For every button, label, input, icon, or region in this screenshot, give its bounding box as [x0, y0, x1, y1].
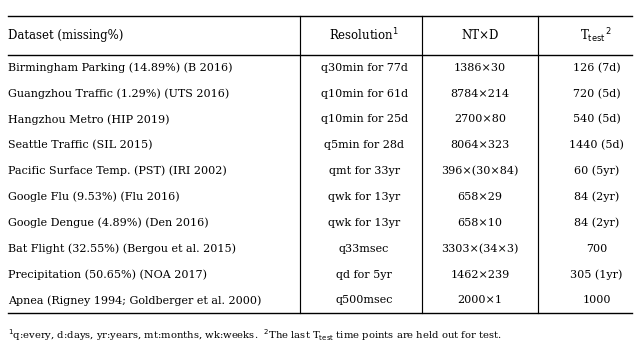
Text: NT×D: NT×D: [461, 29, 499, 42]
Text: Birmingham Parking (14.89%) (B 2016): Birmingham Parking (14.89%) (B 2016): [8, 63, 232, 73]
Text: Apnea (Rigney 1994; Goldberger et al. 2000): Apnea (Rigney 1994; Goldberger et al. 20…: [8, 295, 261, 306]
Text: 8784×214: 8784×214: [451, 88, 509, 99]
Text: 1386×30: 1386×30: [454, 63, 506, 73]
Text: q500msec: q500msec: [335, 295, 393, 306]
Text: 1000: 1000: [582, 295, 611, 306]
Text: 720 (5d): 720 (5d): [573, 88, 620, 99]
Text: 126 (7d): 126 (7d): [573, 63, 620, 73]
Text: 396×(30×84): 396×(30×84): [442, 166, 518, 176]
Text: q30min for 77d: q30min for 77d: [321, 63, 408, 73]
Text: Pacific Surface Temp. (PST) (IRI 2002): Pacific Surface Temp. (PST) (IRI 2002): [8, 166, 227, 176]
Text: Guangzhou Traffic (1.29%) (UTS 2016): Guangzhou Traffic (1.29%) (UTS 2016): [8, 88, 229, 99]
Text: Resolution$^1$: Resolution$^1$: [329, 27, 399, 44]
Text: $^1$q:every, d:days, yr:years, mt:months, wk:weeks.  $^2$The last T$_{\rm test}$: $^1$q:every, d:days, yr:years, mt:months…: [8, 327, 501, 343]
Text: Seattle Traffic (SIL 2015): Seattle Traffic (SIL 2015): [8, 140, 152, 150]
Text: Google Dengue (4.89%) (Den 2016): Google Dengue (4.89%) (Den 2016): [8, 218, 208, 228]
Text: qmt for 33yr: qmt for 33yr: [328, 166, 400, 176]
Text: Google Flu (9.53%) (Flu 2016): Google Flu (9.53%) (Flu 2016): [8, 192, 179, 202]
Text: T$_{\rm test}$$^{\,2}$: T$_{\rm test}$$^{\,2}$: [580, 26, 612, 45]
Text: q5min for 28d: q5min for 28d: [324, 140, 404, 150]
Text: q10min for 61d: q10min for 61d: [321, 88, 408, 99]
Text: 84 (2yr): 84 (2yr): [574, 218, 619, 228]
Text: 658×29: 658×29: [458, 192, 502, 202]
Text: 8064×323: 8064×323: [451, 140, 509, 150]
Text: qd for 5yr: qd for 5yr: [336, 269, 392, 280]
Text: 1440 (5d): 1440 (5d): [569, 140, 624, 150]
Text: 2700×80: 2700×80: [454, 114, 506, 125]
Text: 60 (5yr): 60 (5yr): [574, 166, 619, 176]
Text: qwk for 13yr: qwk for 13yr: [328, 192, 400, 202]
Text: 84 (2yr): 84 (2yr): [574, 192, 619, 202]
Text: 1462×239: 1462×239: [451, 269, 509, 280]
Text: 2000×1: 2000×1: [458, 295, 502, 306]
Text: Precipitation (50.65%) (NOA 2017): Precipitation (50.65%) (NOA 2017): [8, 269, 207, 280]
Text: q33msec: q33msec: [339, 244, 389, 254]
Text: 658×10: 658×10: [458, 218, 502, 228]
Text: 700: 700: [586, 244, 607, 254]
Text: q10min for 25d: q10min for 25d: [321, 114, 408, 125]
Text: Bat Flight (32.55%) (Bergou et al. 2015): Bat Flight (32.55%) (Bergou et al. 2015): [8, 244, 236, 254]
Text: 305 (1yr): 305 (1yr): [570, 269, 623, 280]
Text: Hangzhou Metro (HIP 2019): Hangzhou Metro (HIP 2019): [8, 114, 169, 125]
Text: Dataset (missing%): Dataset (missing%): [8, 29, 123, 42]
Text: 540 (5d): 540 (5d): [573, 114, 620, 125]
Text: qwk for 13yr: qwk for 13yr: [328, 218, 400, 228]
Text: 3303×(34×3): 3303×(34×3): [442, 244, 518, 254]
